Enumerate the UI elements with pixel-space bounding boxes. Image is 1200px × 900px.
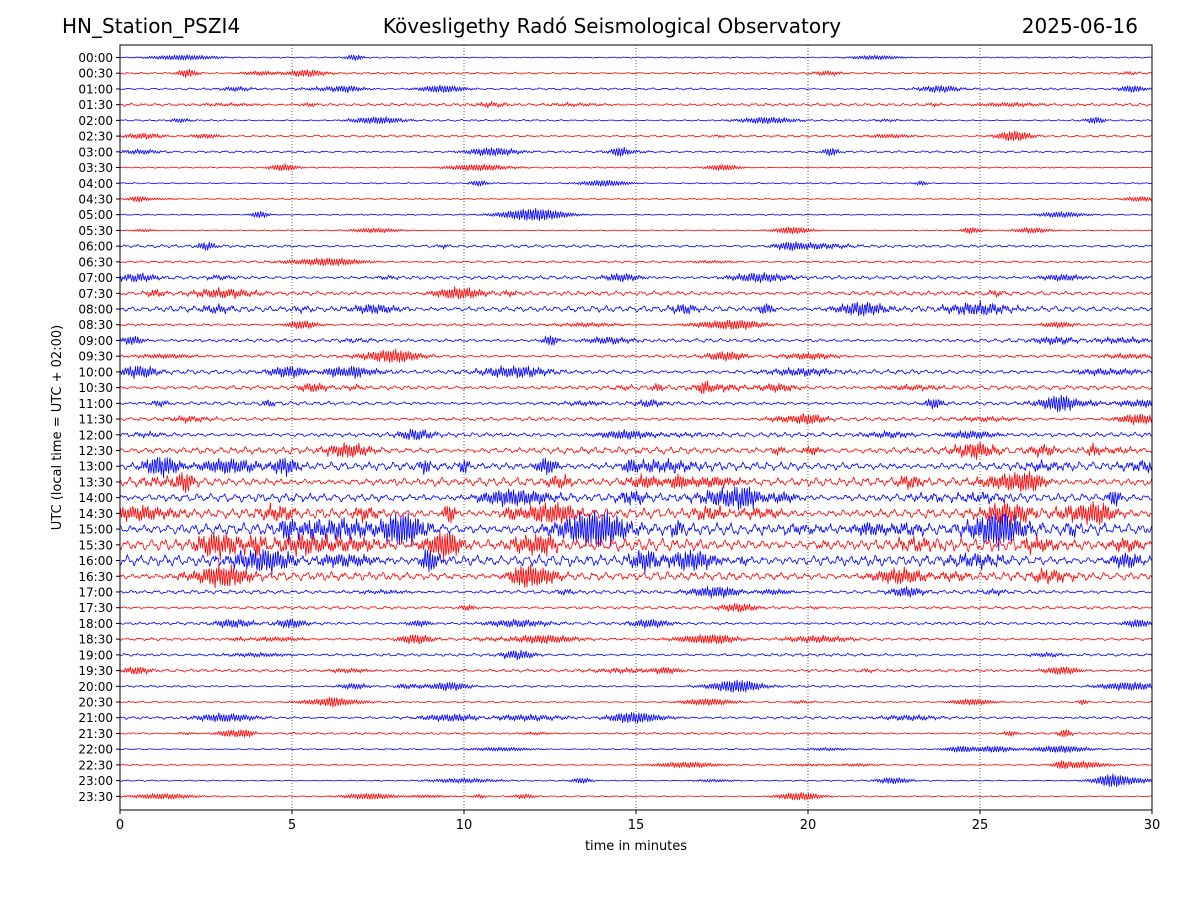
seismic-trace <box>120 85 1152 93</box>
row-label: 12:00 <box>78 428 113 442</box>
row-label: 02:30 <box>78 130 113 144</box>
seismic-trace <box>120 147 1152 156</box>
row-label: 00:30 <box>78 67 113 81</box>
seismic-trace <box>120 603 1152 612</box>
row-label: 22:30 <box>78 758 113 772</box>
seismic-trace <box>120 761 1152 769</box>
seismic-trace <box>120 69 1152 77</box>
x-tick-label: 0 <box>116 818 124 833</box>
seismic-trace <box>120 180 1152 186</box>
row-label: 18:00 <box>78 617 113 631</box>
row-label: 17:30 <box>78 601 113 615</box>
seismic-trace <box>120 619 1152 628</box>
row-label: 18:30 <box>78 633 113 647</box>
row-label: 10:00 <box>78 365 113 379</box>
row-label: 16:00 <box>78 554 113 568</box>
seismic-trace <box>120 531 1152 560</box>
row-label: 04:30 <box>78 192 113 206</box>
x-tick-label: 15 <box>628 818 645 833</box>
row-label: 23:30 <box>78 790 113 804</box>
seismic-trace <box>120 381 1152 394</box>
row-label: 11:00 <box>78 397 113 411</box>
row-label: 12:30 <box>78 444 113 458</box>
row-label: 05:30 <box>78 224 113 238</box>
row-label: 20:30 <box>78 696 113 710</box>
row-label: 02:00 <box>78 114 113 128</box>
row-label: 22:00 <box>78 743 113 757</box>
row-label: 10:30 <box>78 381 113 395</box>
seismic-trace <box>120 395 1152 412</box>
row-label: 13:00 <box>78 460 113 474</box>
row-label: 04:00 <box>78 177 113 191</box>
row-label: 01:00 <box>78 82 113 96</box>
row-label: 21:30 <box>78 727 113 741</box>
seismic-trace <box>120 746 1152 753</box>
grid-lines <box>292 45 980 810</box>
seismic-trace <box>120 300 1152 316</box>
helicorder-chart: 00:00 00:3001:00 01:30 02:00 02:3003:00 03:30… <box>0 0 1200 900</box>
row-label: 03:00 <box>78 145 113 159</box>
x-tick-label: 30 <box>1144 818 1161 833</box>
x-tick-label: 25 <box>972 818 989 833</box>
row-label: 11:30 <box>78 413 113 427</box>
row-label: 03:30 <box>78 161 113 175</box>
seismic-trace <box>120 730 1152 738</box>
x-ticks: 0 5 10 15 20 25 30 <box>116 810 1160 833</box>
row-label: 15:30 <box>78 538 113 552</box>
x-tick-label: 10 <box>456 818 473 833</box>
row-label: 07:30 <box>78 287 113 301</box>
y-axis-label: UTC (local time = UTC + 02:00) <box>50 325 65 530</box>
row-label: 08:00 <box>78 303 113 317</box>
row-label: 07:00 <box>78 271 113 285</box>
seismic-trace <box>120 336 1152 345</box>
row-label: 08:30 <box>78 318 113 332</box>
row-label: 09:00 <box>78 334 113 348</box>
row-label: 17:00 <box>78 585 113 599</box>
row-label: 13:30 <box>78 475 113 489</box>
row-label: 00:00 <box>78 51 113 65</box>
row-label: 21:00 <box>78 711 113 725</box>
row-label: 15:00 <box>78 523 113 537</box>
row-label: 09:30 <box>78 350 113 364</box>
row-label: 16:30 <box>78 570 113 584</box>
row-label: 06:30 <box>78 255 113 269</box>
x-tick-label: 20 <box>800 818 817 833</box>
x-tick-label: 5 <box>288 818 296 833</box>
row-label: 14:00 <box>78 491 113 505</box>
row-label: 14:30 <box>78 507 113 521</box>
seismic-trace <box>120 55 1152 61</box>
seismic-trace <box>120 164 1152 171</box>
row-label: 20:00 <box>78 680 113 694</box>
row-label: 06:00 <box>78 240 113 254</box>
row-label: 01:30 <box>78 98 113 112</box>
trace-lines <box>120 55 1152 800</box>
row-label: 23:00 <box>78 774 113 788</box>
seismic-trace <box>120 774 1152 787</box>
row-label: 19:30 <box>78 664 113 678</box>
row-label: 05:00 <box>78 208 113 222</box>
x-axis-label: time in minutes <box>585 839 687 854</box>
seismic-trace <box>120 667 1152 675</box>
row-label: 19:00 <box>78 648 113 662</box>
